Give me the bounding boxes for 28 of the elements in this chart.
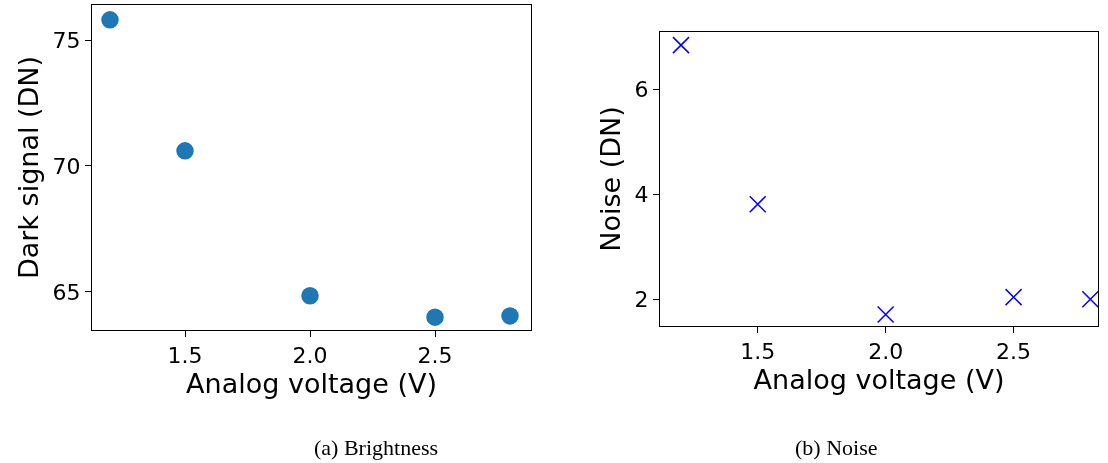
y-axis-title: Noise (DN) xyxy=(594,106,626,252)
point xyxy=(426,308,444,326)
point xyxy=(1081,290,1100,308)
y-tick-label: 75 xyxy=(52,27,81,53)
x-tick-label: 2.5 xyxy=(996,339,1032,365)
x-axis-title: Analog voltage (V) xyxy=(186,368,437,400)
x-axis-title: Analog voltage (V) xyxy=(753,364,1005,396)
point xyxy=(501,307,519,325)
text: (b) Noise xyxy=(795,435,878,460)
y-tick-label: 6 xyxy=(634,76,649,102)
point xyxy=(301,286,319,305)
x-tick-label: 2.0 xyxy=(868,339,904,365)
point xyxy=(876,305,895,324)
y-tick-label: 65 xyxy=(52,279,81,305)
y-tick-label: 70 xyxy=(52,153,81,179)
point xyxy=(748,195,767,213)
point xyxy=(176,142,194,160)
y-tick-label: 4 xyxy=(634,181,649,207)
x-tick-label: 1.5 xyxy=(167,343,203,369)
x-tick-label: 2.5 xyxy=(417,343,453,369)
point xyxy=(101,11,119,29)
text: (a) Brightness xyxy=(314,435,439,460)
y-axis-title: Dark signal (DN) xyxy=(12,55,44,280)
point xyxy=(672,36,690,54)
x-tick-label: 2.0 xyxy=(292,343,328,369)
y-tick-label: 2 xyxy=(634,286,649,312)
x-tick-label: 1.5 xyxy=(740,339,776,365)
point xyxy=(1004,288,1023,306)
